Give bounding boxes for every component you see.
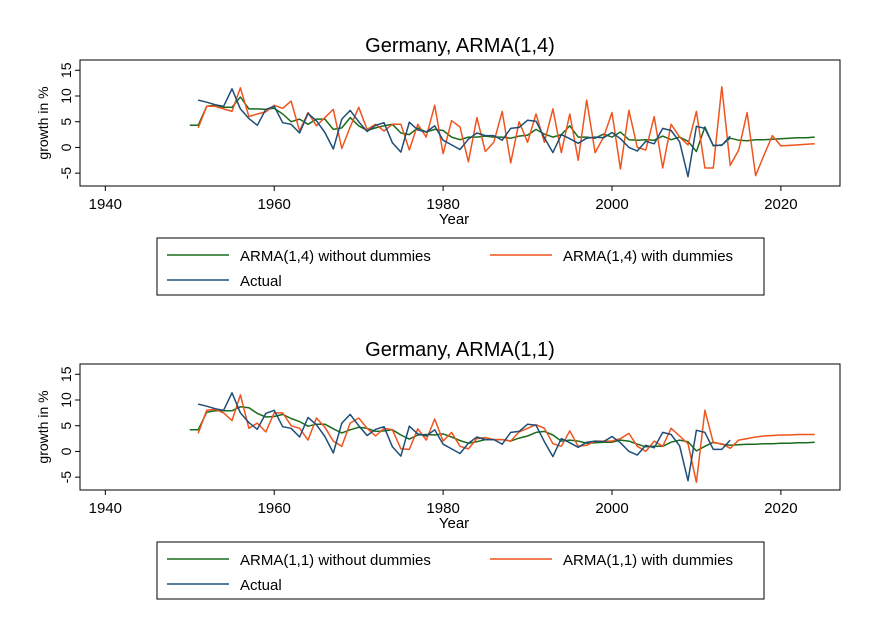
series-line-with-dummies xyxy=(197,85,815,177)
y-tick-label: -5 xyxy=(58,167,74,180)
legend-box xyxy=(156,541,765,600)
legend-label: Actual xyxy=(240,273,282,290)
y-tick-label: 10 xyxy=(58,392,74,408)
chart-title: Germany, ARMA(1,1) xyxy=(365,339,555,361)
x-axis-label: Year xyxy=(439,515,469,532)
y-axis-label: growth in % xyxy=(35,390,51,463)
series-line-without-dummies xyxy=(189,96,815,153)
x-tick-label: 2020 xyxy=(764,196,797,213)
y-tick-label: -5 xyxy=(58,471,74,484)
x-tick-label: 1980 xyxy=(426,196,459,213)
x-tick-label: 1940 xyxy=(89,196,122,213)
legend-label: ARMA(1,4) without dummies xyxy=(240,248,431,265)
y-axis-label: growth in % xyxy=(35,86,51,159)
y-tick-label: 10 xyxy=(58,88,74,104)
legend-label: Actual xyxy=(240,577,282,594)
legend-label: ARMA(1,4) with dummies xyxy=(563,248,733,265)
series-line-with-dummies xyxy=(197,394,815,484)
y-tick-label: 15 xyxy=(58,62,74,78)
series-line-actual xyxy=(198,88,731,178)
plot-frame xyxy=(79,363,841,491)
x-axis-label: Year xyxy=(439,211,469,228)
x-tick-label: 1940 xyxy=(89,500,122,517)
series-line-actual xyxy=(198,392,731,482)
legend: ARMA(1,4) without dummies ARMA(1,4) with … xyxy=(156,237,765,296)
y-tick-label: 5 xyxy=(58,118,74,126)
y-tick-label: 0 xyxy=(58,143,74,151)
x-tick-label: 2000 xyxy=(595,500,628,517)
x-tick-label: 1980 xyxy=(426,500,459,517)
x-tick-label: 1960 xyxy=(258,500,291,517)
chart-title: Germany, ARMA(1,4) xyxy=(365,35,555,57)
plot-frame xyxy=(79,59,841,187)
legend-box xyxy=(156,237,765,296)
y-tick-label: 15 xyxy=(58,366,74,382)
x-tick-label: 2020 xyxy=(764,500,797,517)
legend: ARMA(1,1) without dummies ARMA(1,1) with … xyxy=(156,541,765,600)
legend-label: ARMA(1,1) with dummies xyxy=(563,552,733,569)
y-tick-label: 0 xyxy=(58,447,74,455)
y-tick-label: 5 xyxy=(58,422,74,430)
x-tick-label: 1960 xyxy=(258,196,291,213)
legend-label: ARMA(1,1) without dummies xyxy=(240,552,431,569)
x-tick-label: 2000 xyxy=(595,196,628,213)
chart-panel-1: Germany, ARMA(1,4) -5 0 5 10 15 growth in % 194… xyxy=(35,35,841,296)
chart-panel-2: Germany, ARMA(1,1) -5 0 5 10 15 growth in % 194… xyxy=(35,339,841,600)
